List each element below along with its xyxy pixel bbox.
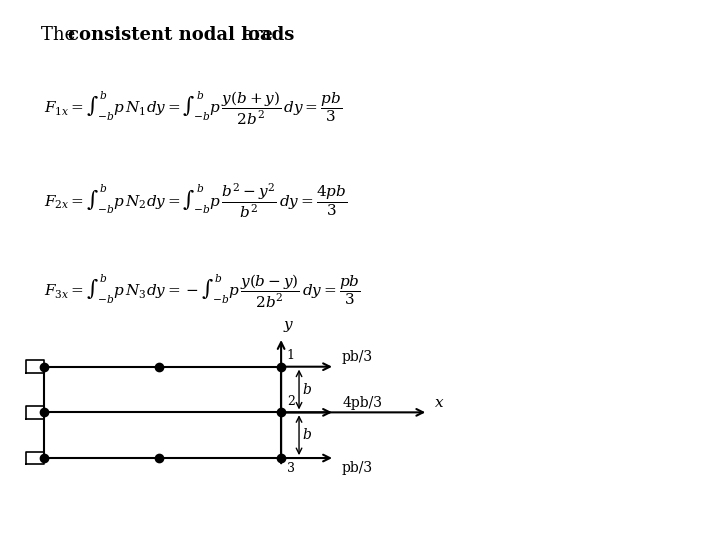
Text: 2: 2 <box>287 395 294 408</box>
Text: $F_{1x} = \int_{-b}^{b} p\, N_1 dy = \int_{-b}^{b} p\, \dfrac{y(b+y)}{2b^2}\, dy: $F_{1x} = \int_{-b}^{b} p\, N_1 dy = \in… <box>45 90 343 127</box>
Text: pb/3: pb/3 <box>342 461 373 475</box>
Text: 1: 1 <box>287 349 295 362</box>
Text: $F_{3x} = \int_{-b}^{b} p\, N_3 dy = -\int_{-b}^{b} p\, \dfrac{y(b-y)}{2b^2}\, d: $F_{3x} = \int_{-b}^{b} p\, N_3 dy = -\i… <box>45 273 361 310</box>
Text: b: b <box>302 382 312 396</box>
Text: b: b <box>302 428 312 442</box>
Text: $F_{2x} = \int_{-b}^{b} p\, N_2 dy = \int_{-b}^{b} p\, \dfrac{b^2-y^2}{b^2}\, dy: $F_{2x} = \int_{-b}^{b} p\, N_2 dy = \in… <box>45 181 348 220</box>
Text: The: The <box>41 25 81 44</box>
Text: are: are <box>237 25 272 44</box>
Text: consistent nodal loads: consistent nodal loads <box>68 25 294 44</box>
Text: pb/3: pb/3 <box>342 350 373 364</box>
Text: 4pb/3: 4pb/3 <box>342 396 382 410</box>
Text: y: y <box>284 318 292 332</box>
Text: 3: 3 <box>287 462 295 475</box>
Text: x: x <box>436 396 444 410</box>
